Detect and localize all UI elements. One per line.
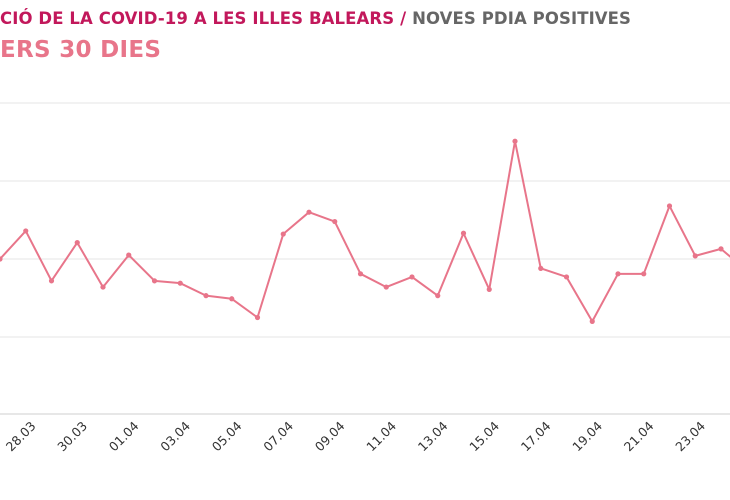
data-point[interactable]: [48, 278, 55, 284]
x-tick-label: 05.04: [209, 418, 245, 454]
data-point[interactable]: [357, 271, 364, 277]
data-point[interactable]: [280, 231, 286, 237]
x-tick-label: 01.04: [106, 418, 142, 454]
x-tick-labels: 28.03 30.03 01.04 03.04 05.04 07.04 09.04 11.04…: [3, 418, 708, 454]
data-point[interactable]: [641, 271, 647, 277]
data-point[interactable]: [563, 274, 570, 280]
x-tick-label: 28.03: [3, 418, 39, 454]
title-separator: /: [400, 9, 407, 28]
series-line: [0, 140, 730, 323]
x-tick-label: 07.04: [260, 418, 296, 454]
data-point[interactable]: [718, 246, 724, 252]
x-tick-label: 11.04: [363, 418, 399, 454]
data-point[interactable]: [589, 318, 595, 324]
data-point[interactable]: [306, 209, 312, 215]
data-point[interactable]: [460, 230, 467, 236]
x-tick-label: 21.04: [621, 418, 657, 454]
data-point[interactable]: [538, 265, 544, 271]
data-point[interactable]: [512, 138, 518, 144]
data-point[interactable]: [100, 284, 106, 290]
series-line-group: [0, 138, 730, 324]
data-point[interactable]: [254, 314, 261, 321]
data-point[interactable]: [409, 274, 415, 280]
x-tick-label: 19.04: [569, 418, 605, 454]
data-point[interactable]: [692, 253, 698, 259]
chart-title: CIÓ DE LA COVID-19 A LES ILLES BALEARS /…: [0, 9, 631, 28]
data-point[interactable]: [126, 252, 132, 258]
data-point[interactable]: [74, 240, 80, 246]
x-tick-label: 13.04: [415, 418, 451, 454]
data-point[interactable]: [23, 228, 29, 234]
data-point[interactable]: [383, 284, 389, 290]
gridlines: [0, 102, 730, 415]
data-point[interactable]: [615, 271, 621, 277]
x-tick-label: 17.04: [518, 418, 554, 454]
chart-subtitle: ERS 30 DIES: [0, 37, 162, 63]
x-tick-label: 30.03: [54, 418, 90, 454]
data-point[interactable]: [666, 203, 673, 209]
data-point[interactable]: [177, 280, 183, 286]
data-point[interactable]: [332, 218, 338, 225]
x-tick-label: 09.04: [312, 418, 348, 454]
data-point[interactable]: [486, 286, 492, 293]
title-main: CIÓ DE LA COVID-19 A LES ILLES BALEARS: [0, 9, 395, 28]
data-point[interactable]: [435, 293, 441, 299]
data-point[interactable]: [229, 296, 235, 302]
data-point[interactable]: [0, 256, 3, 262]
title-secondary: NOVES PDIA POSITIVES: [412, 9, 632, 28]
x-tick-label: 23.04: [672, 418, 708, 454]
x-tick-label: 15.04: [466, 418, 502, 454]
data-point[interactable]: [203, 293, 209, 299]
data-point[interactable]: [151, 278, 158, 284]
x-tick-label: 03.04: [157, 418, 193, 454]
